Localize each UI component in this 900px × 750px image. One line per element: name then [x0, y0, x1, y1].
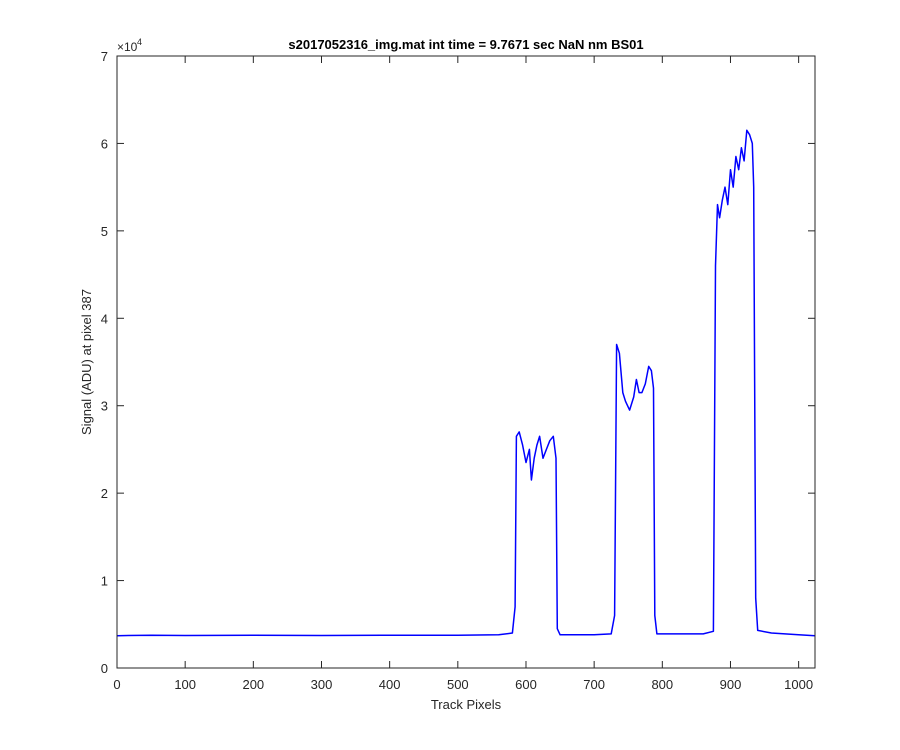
- x-tick-label: 800: [651, 677, 673, 692]
- x-tick-label: 300: [311, 677, 333, 692]
- y-axis: 0 1 2 3 4 5 6 7: [101, 49, 815, 676]
- y-axis-label: Signal (ADU) at pixel 387: [79, 289, 94, 435]
- y-tick-label: 2: [101, 486, 108, 501]
- x-tick-label: 400: [379, 677, 401, 692]
- x-tick-label: 200: [242, 677, 264, 692]
- x-tick-label: 1000: [784, 677, 813, 692]
- x-tick-label: 700: [583, 677, 605, 692]
- x-tick-label: 900: [720, 677, 742, 692]
- y-tick-label: 0: [101, 661, 108, 676]
- data-layer: [116, 129, 816, 637]
- y-tick-label: 7: [101, 49, 108, 64]
- signal-line: [116, 129, 816, 637]
- plot-background: [117, 56, 815, 668]
- chart-title: s2017052316_img.mat int time = 9.7671 se…: [288, 37, 643, 52]
- x-tick-label: 500: [447, 677, 469, 692]
- x-tick-label: 600: [515, 677, 537, 692]
- x-tick-label: 100: [174, 677, 196, 692]
- x-axis-label: Track Pixels: [431, 697, 502, 712]
- y-exponent-power: 4: [137, 37, 142, 47]
- y-tick-label: 1: [101, 574, 108, 589]
- x-axis: 0 100 200 300 400 500 600 700 800 900 1000: [113, 56, 813, 692]
- y-exponent-base: ×10: [117, 40, 138, 54]
- y-tick-label: 3: [101, 399, 108, 414]
- y-tick-label: 4: [101, 311, 108, 326]
- y-tick-label: 6: [101, 136, 108, 151]
- y-tick-label: 5: [101, 224, 108, 239]
- x-tick-label: 0: [113, 677, 120, 692]
- plot-frame: [116, 55, 816, 669]
